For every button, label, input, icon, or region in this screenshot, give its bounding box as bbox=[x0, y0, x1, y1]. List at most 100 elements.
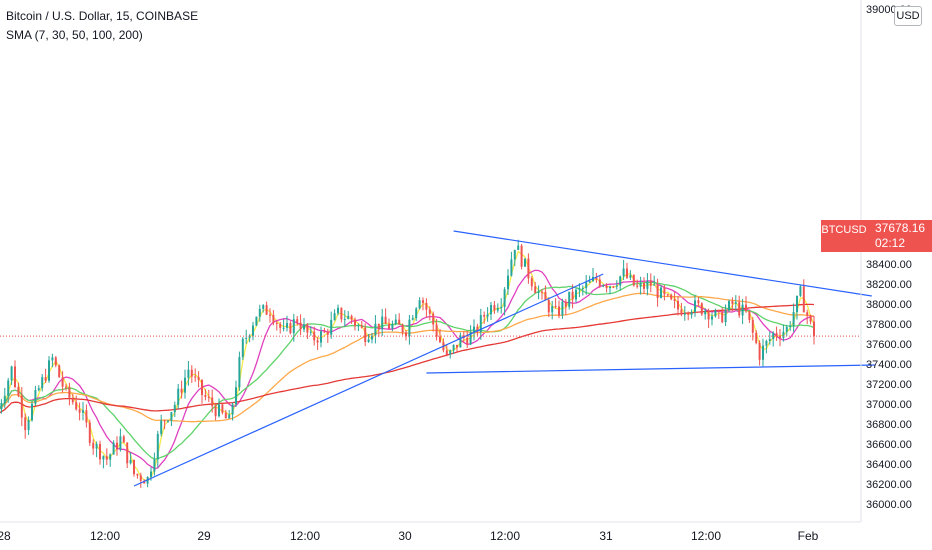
candle-body bbox=[238, 356, 241, 388]
candle-body bbox=[82, 410, 84, 413]
candle-body bbox=[581, 288, 584, 290]
candle-body bbox=[425, 302, 428, 310]
candle-body bbox=[340, 307, 343, 320]
candle-body bbox=[136, 474, 139, 476]
candle-body bbox=[51, 357, 54, 361]
candle-body bbox=[10, 366, 13, 381]
candle-body bbox=[558, 306, 560, 316]
candle-body bbox=[537, 291, 540, 294]
trend-line bbox=[133, 273, 604, 487]
candle-body bbox=[513, 249, 516, 260]
candle-body bbox=[466, 337, 469, 345]
candle-body bbox=[71, 397, 74, 403]
candles bbox=[0, 239, 815, 488]
candle-body bbox=[78, 409, 81, 413]
last-price-label: BTCUSD 37678.16 02:12 bbox=[821, 220, 932, 252]
candle-body bbox=[731, 301, 734, 304]
candle-body bbox=[262, 305, 265, 309]
candle-body bbox=[799, 286, 802, 296]
candle-body bbox=[143, 480, 146, 484]
candle-body bbox=[741, 304, 744, 316]
candle-body bbox=[381, 316, 384, 330]
candle-body bbox=[241, 338, 244, 357]
candle-body bbox=[449, 350, 452, 355]
time-axis[interactable]: 28 12:00 29 12:00 30 12:00 31 12:00 Feb bbox=[0, 529, 819, 543]
candle-body bbox=[330, 319, 333, 335]
candle-body bbox=[656, 284, 659, 298]
candle-body bbox=[643, 283, 645, 289]
candle-body bbox=[95, 443, 98, 449]
candle-body bbox=[88, 422, 91, 443]
candle-body bbox=[683, 313, 686, 315]
candle-body bbox=[320, 331, 322, 343]
candle-body bbox=[313, 331, 316, 341]
price-tick-label: 36600.00 bbox=[866, 439, 912, 451]
candle-body bbox=[530, 278, 533, 287]
moving-averages bbox=[0, 250, 815, 482]
candle-body bbox=[768, 338, 771, 341]
candle-body bbox=[102, 456, 105, 460]
candle-body bbox=[680, 309, 683, 315]
candle-body bbox=[564, 301, 567, 307]
symbol-title[interactable]: Bitcoin / U.S. Dollar, 15, COINBASE bbox=[6, 9, 199, 23]
candle-body bbox=[3, 395, 6, 404]
candle-body bbox=[333, 313, 336, 320]
time-tick-label: 31 bbox=[599, 529, 613, 543]
candle-body bbox=[636, 285, 639, 287]
candle-body bbox=[575, 289, 577, 300]
candle-body bbox=[734, 302, 737, 304]
candle-body bbox=[609, 286, 611, 289]
candle-body bbox=[738, 302, 741, 316]
indicator-title[interactable]: SMA (7, 30, 50, 100, 200) bbox=[6, 28, 143, 42]
candle-body bbox=[520, 245, 523, 267]
candle-body bbox=[666, 294, 669, 296]
candle-body bbox=[265, 305, 268, 315]
sma-line bbox=[0, 269, 815, 470]
candle-body bbox=[544, 291, 547, 301]
candle-body bbox=[289, 323, 292, 334]
sma-line bbox=[0, 281, 815, 460]
candle-body bbox=[789, 325, 792, 328]
candle-body bbox=[371, 335, 373, 340]
candle-body bbox=[476, 326, 479, 333]
candle-body bbox=[173, 404, 176, 413]
candle-body bbox=[694, 300, 696, 313]
candle-body bbox=[765, 340, 768, 346]
candle-body bbox=[483, 315, 486, 317]
candle-body bbox=[568, 291, 571, 307]
price-axis[interactable]: 36000.00 36200.00 36400.00 36600.00 36800.00… bbox=[866, 4, 912, 511]
candle-body bbox=[61, 377, 64, 387]
candle-body bbox=[802, 286, 805, 313]
candle-body bbox=[357, 325, 360, 327]
candle-body bbox=[122, 436, 125, 443]
candle-body bbox=[490, 305, 492, 315]
price-tick-label: 37800.00 bbox=[866, 319, 912, 331]
last-price-value: 37678.16 bbox=[875, 221, 926, 235]
candle-body bbox=[452, 344, 455, 351]
candle-body bbox=[170, 412, 173, 421]
trend-lines[interactable] bbox=[133, 230, 876, 487]
currency-button[interactable]: USD bbox=[894, 6, 922, 26]
candle-body bbox=[17, 386, 20, 396]
candle-body bbox=[755, 332, 758, 343]
candle-body bbox=[615, 285, 618, 287]
candle-body bbox=[748, 311, 751, 320]
candle-body bbox=[214, 406, 217, 417]
candle-body bbox=[541, 291, 543, 293]
price-tick-label: 37600.00 bbox=[866, 339, 912, 351]
candle-body bbox=[126, 442, 129, 464]
candle-body bbox=[68, 386, 71, 398]
candle-body bbox=[197, 376, 200, 380]
candle-body bbox=[248, 335, 251, 338]
time-tick-label: 28 bbox=[0, 529, 11, 543]
candle-body bbox=[493, 305, 496, 311]
candle-body bbox=[622, 268, 625, 277]
candle-body bbox=[428, 309, 431, 314]
candle-body bbox=[374, 323, 377, 336]
candle-body bbox=[116, 442, 118, 450]
candle-body bbox=[762, 345, 764, 360]
candle-body bbox=[714, 310, 717, 317]
candle-body bbox=[507, 275, 509, 290]
trend-line bbox=[453, 230, 872, 297]
